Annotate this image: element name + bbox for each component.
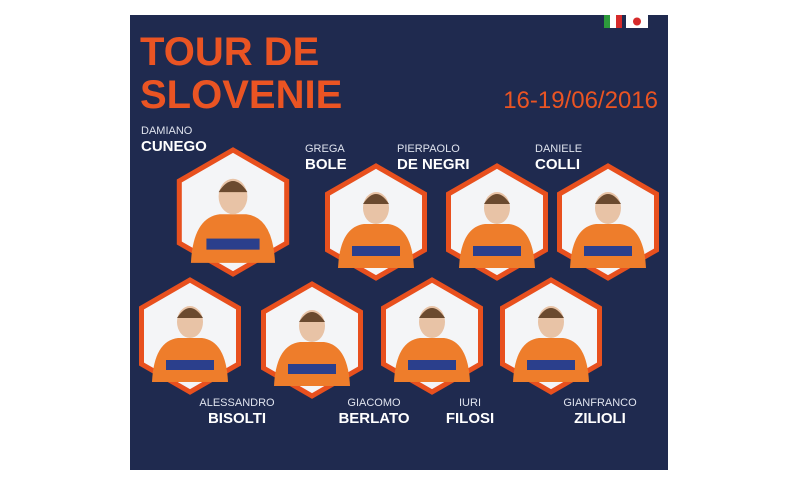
jersey-band xyxy=(584,246,632,256)
rider-last-name: CUNEGO xyxy=(141,138,207,155)
hair xyxy=(484,194,510,204)
rider-first-name: DAMIANO xyxy=(141,125,193,137)
rider-last-name: DE NEGRI xyxy=(397,156,470,173)
hair xyxy=(218,181,248,193)
flags xyxy=(604,15,648,28)
hair xyxy=(595,194,621,204)
event-date: 16-19/06/2016 xyxy=(503,87,658,114)
rider-last-name: BISOLTI xyxy=(208,410,266,427)
rider-first-name: IURI xyxy=(459,397,481,409)
hair xyxy=(538,308,564,318)
rider-last-name: ZILIOLI xyxy=(574,410,626,427)
jersey-band xyxy=(166,360,214,370)
rider-last-name: BERLATO xyxy=(338,410,409,427)
jersey-band xyxy=(473,246,521,256)
jersey-band xyxy=(288,364,336,374)
rider-last-name: FILOSI xyxy=(446,410,494,427)
title-line: TOUR DE xyxy=(140,30,319,74)
rider-first-name: PIERPAOLO xyxy=(397,143,460,155)
jersey-band xyxy=(206,238,260,250)
rider-first-name: GIACOMO xyxy=(347,397,401,409)
rider-first-name: ALESSANDRO xyxy=(199,397,275,409)
jersey xyxy=(190,214,276,263)
hair xyxy=(419,308,445,318)
hair xyxy=(363,194,389,204)
title-line: SLOVENIE xyxy=(140,73,342,117)
hair xyxy=(299,312,325,322)
rider-first-name: DANIELE xyxy=(535,143,582,155)
hair xyxy=(177,308,203,318)
jersey-band xyxy=(352,246,400,256)
jersey-band xyxy=(527,360,575,370)
rider-last-name: COLLI xyxy=(535,156,580,173)
rider-last-name: BOLE xyxy=(305,156,347,173)
rider-first-name: GREGA xyxy=(305,143,345,155)
jersey-band xyxy=(408,360,456,370)
rider-first-name: GIANFRANCO xyxy=(563,397,637,409)
